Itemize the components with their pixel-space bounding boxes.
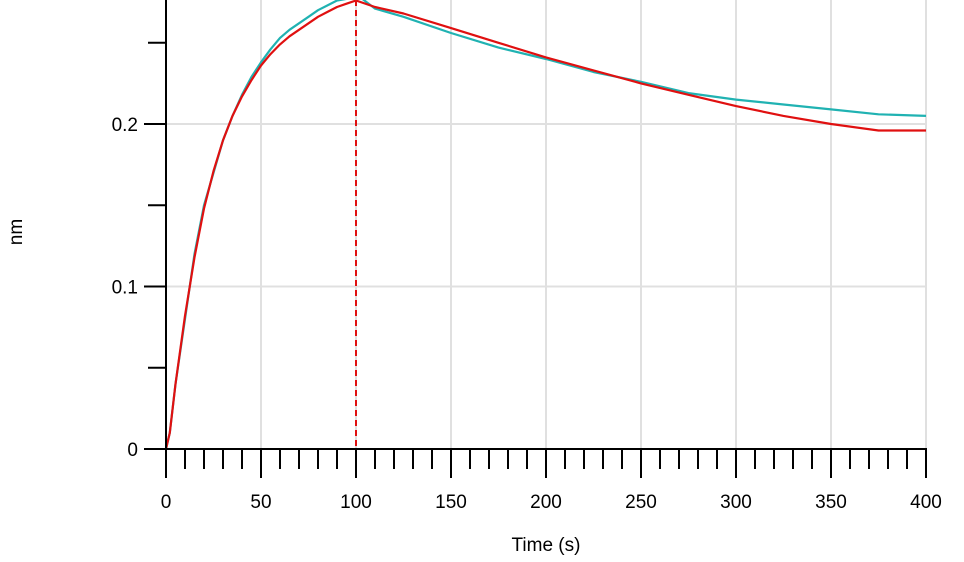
x-tick-label: 50 bbox=[250, 492, 271, 513]
y-axis-title: nm bbox=[6, 219, 27, 245]
fit-curve bbox=[164, 0, 926, 450]
x-tick-label: 400 bbox=[910, 492, 942, 513]
x-tick-label: 150 bbox=[435, 492, 467, 513]
x-tick-label: 250 bbox=[625, 492, 657, 513]
y-axis-ticks: 0 0.1 0.2 bbox=[112, 41, 166, 461]
x-axis-ticks: 0 50 100 150 200 250 300 350 400 bbox=[161, 449, 942, 513]
data-series bbox=[164, 0, 927, 450]
y-tick-label: 0 bbox=[127, 440, 138, 461]
y-tick-label: 0.1 bbox=[112, 278, 138, 299]
x-tick-label: 100 bbox=[340, 492, 372, 513]
grid bbox=[166, 0, 927, 449]
x-axis-title: Time (s) bbox=[512, 535, 581, 556]
x-tick-label: 350 bbox=[815, 492, 847, 513]
y-tick-label: 0.2 bbox=[112, 115, 138, 136]
x-tick-label: 200 bbox=[530, 492, 562, 513]
x-tick-label: 300 bbox=[720, 492, 752, 513]
x-tick-label: 0 bbox=[161, 492, 172, 513]
